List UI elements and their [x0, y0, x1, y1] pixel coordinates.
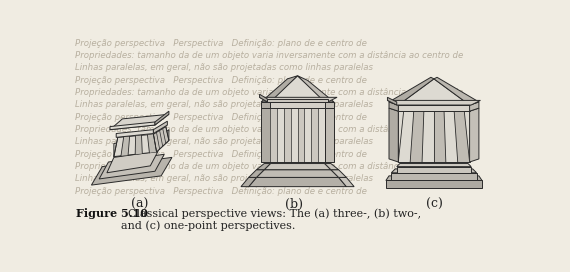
Polygon shape [331, 170, 347, 177]
Polygon shape [388, 100, 481, 105]
Polygon shape [249, 170, 264, 177]
Text: Linhas paralelas, em geral, não são projetadas como linhas paralelas: Linhas paralelas, em geral, não são proj… [75, 63, 373, 72]
Polygon shape [311, 108, 318, 162]
Text: (a): (a) [131, 198, 148, 211]
Polygon shape [155, 111, 169, 125]
Text: Projeção perspectiva   Perspectiva   Definição: plano de e centro de: Projeção perspectiva Perspectiva Definiç… [75, 39, 367, 48]
Text: Propriedades: tamanho da de um objeto varia inversamente com a distância ao cent: Propriedades: tamanho da de um objeto va… [75, 125, 463, 134]
Text: Projeção perspectiva   Perspectiva   Definição: plano de e centro de: Projeção perspectiva Perspectiva Definiç… [75, 76, 367, 85]
Polygon shape [259, 97, 337, 102]
Text: (b): (b) [284, 198, 303, 211]
Polygon shape [114, 134, 157, 157]
Polygon shape [298, 108, 304, 162]
Polygon shape [261, 76, 298, 102]
Polygon shape [107, 151, 158, 173]
Polygon shape [284, 108, 291, 162]
Text: Classical perspective views: The (a) three-, (b) two-,
and (c) one-point perspec: Classical perspective views: The (a) thr… [121, 208, 421, 231]
Polygon shape [158, 130, 169, 150]
Polygon shape [270, 108, 325, 162]
Polygon shape [388, 97, 397, 105]
Polygon shape [470, 102, 479, 111]
Text: Projeção perspectiva   Perspectiva   Definição: plano de e centro de: Projeção perspectiva Perspectiva Definiç… [75, 187, 367, 196]
Polygon shape [259, 94, 267, 102]
Polygon shape [261, 108, 270, 162]
Polygon shape [398, 105, 470, 111]
Polygon shape [389, 108, 398, 162]
Polygon shape [410, 111, 424, 162]
Polygon shape [267, 99, 328, 102]
Polygon shape [389, 102, 398, 111]
Polygon shape [392, 169, 477, 173]
Polygon shape [148, 134, 157, 153]
Polygon shape [398, 79, 470, 105]
Text: (c): (c) [426, 198, 442, 211]
Polygon shape [241, 177, 256, 187]
Polygon shape [434, 111, 446, 162]
Polygon shape [264, 163, 331, 170]
Polygon shape [386, 176, 482, 181]
Polygon shape [270, 108, 277, 162]
Polygon shape [325, 108, 334, 162]
Polygon shape [269, 76, 326, 102]
Polygon shape [256, 170, 339, 177]
Text: Linhas paralelas, em geral, não são projetadas como linhas paralelas: Linhas paralelas, em geral, não são proj… [75, 137, 373, 146]
Polygon shape [339, 177, 354, 187]
Polygon shape [114, 137, 158, 157]
Polygon shape [121, 136, 129, 156]
Text: Linhas paralelas, em geral, não são projetadas como linhas paralelas: Linhas paralelas, em geral, não são proj… [75, 100, 373, 109]
Polygon shape [470, 108, 479, 162]
Text: Figure 5.10: Figure 5.10 [76, 208, 148, 219]
Polygon shape [434, 77, 479, 105]
Polygon shape [110, 122, 155, 130]
Polygon shape [116, 130, 153, 137]
Polygon shape [397, 163, 471, 167]
Text: Propriedades: tamanho da de um objeto varia inversamente com a distância ao cent: Propriedades: tamanho da de um objeto va… [75, 162, 463, 171]
Polygon shape [325, 163, 339, 170]
Polygon shape [153, 126, 169, 152]
Text: Propriedades: tamanho da de um objeto varia inversamente com a distância ao cent: Propriedades: tamanho da de um objeto va… [75, 51, 463, 60]
Polygon shape [91, 157, 172, 185]
Text: Projeção perspectiva   Perspectiva   Definição: plano de e centro de: Projeção perspectiva Perspectiva Definiç… [75, 150, 367, 159]
Polygon shape [392, 173, 477, 181]
Polygon shape [397, 167, 471, 173]
Polygon shape [398, 111, 470, 162]
Polygon shape [99, 154, 164, 179]
Text: Projeção perspectiva   Perspectiva   Definição: plano de e centro de: Projeção perspectiva Perspectiva Definiç… [75, 113, 367, 122]
Polygon shape [389, 77, 434, 105]
Polygon shape [269, 102, 326, 108]
Polygon shape [249, 177, 347, 187]
Text: Propriedades: tamanho da de um objeto varia inversamente com a distância ao cent: Propriedades: tamanho da de um objeto va… [75, 88, 463, 97]
Polygon shape [261, 102, 270, 108]
Polygon shape [454, 111, 470, 162]
Text: Linhas paralelas, em geral, não são projetadas como linhas paralelas: Linhas paralelas, em geral, não são proj… [75, 174, 373, 183]
Polygon shape [386, 181, 482, 188]
Polygon shape [135, 135, 142, 154]
Polygon shape [298, 76, 334, 102]
Polygon shape [256, 163, 270, 170]
Polygon shape [110, 114, 169, 130]
Polygon shape [153, 121, 168, 134]
Polygon shape [325, 102, 334, 108]
